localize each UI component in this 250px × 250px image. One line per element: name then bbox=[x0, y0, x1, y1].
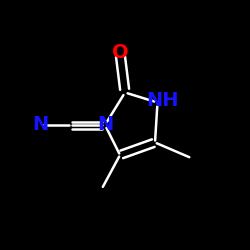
Text: NH: NH bbox=[146, 90, 179, 110]
Text: O: O bbox=[112, 43, 128, 62]
Text: N: N bbox=[97, 116, 113, 134]
Text: N: N bbox=[32, 116, 48, 134]
